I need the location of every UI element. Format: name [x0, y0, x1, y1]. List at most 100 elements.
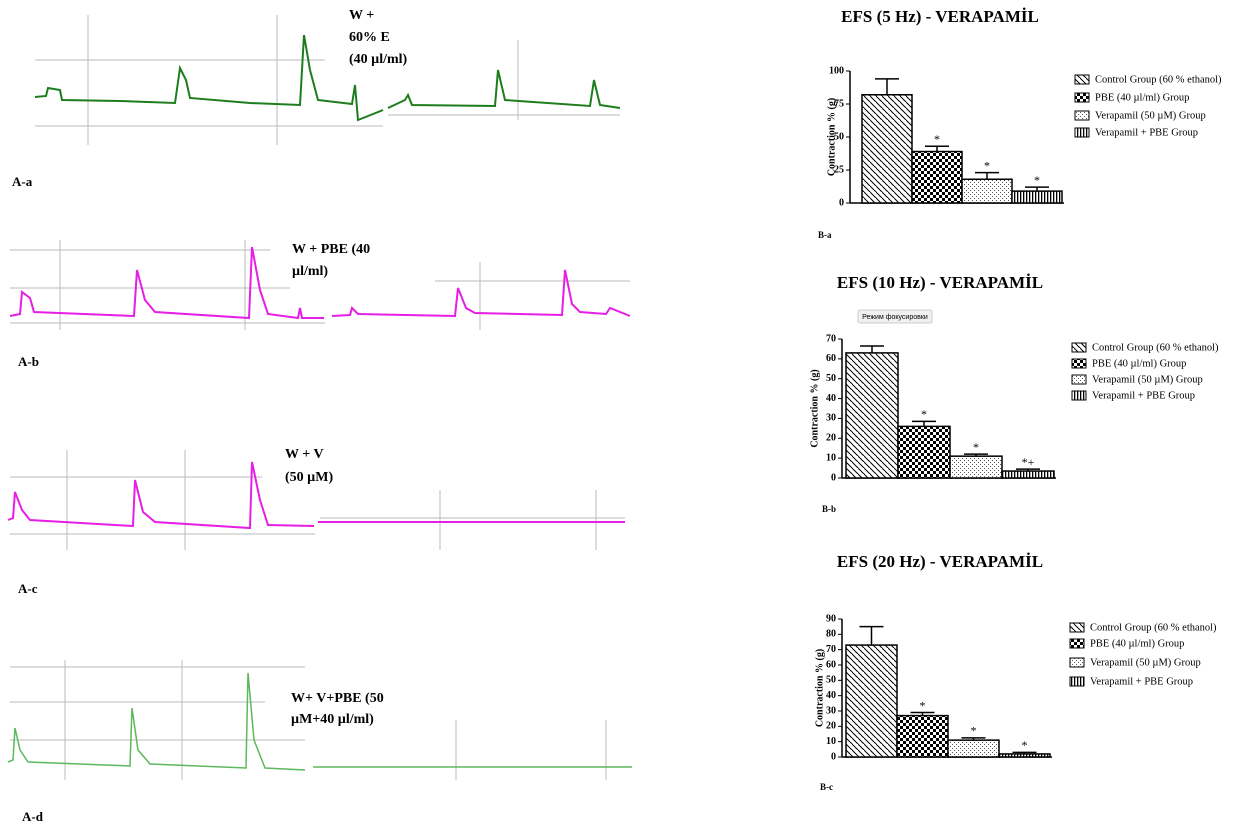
- trace-note: µM+40 µl/ml): [291, 712, 374, 727]
- figure: W + 60% E (40 µl/ml) A-a W + PBE (40 µl/…: [0, 0, 1248, 830]
- bar: [862, 95, 912, 203]
- bar: [950, 456, 1002, 478]
- y-tick-label: 10: [826, 452, 836, 463]
- y-tick-label: 80: [826, 629, 836, 640]
- y-tick-label: 60: [826, 659, 836, 670]
- legend-swatch: [1075, 93, 1089, 102]
- significance-marker: *: [1034, 173, 1040, 187]
- legend-swatch: [1070, 658, 1084, 667]
- panel-label: B-b: [822, 504, 836, 514]
- bar: [898, 426, 950, 478]
- panel-label: B-a: [818, 230, 832, 240]
- significance-marker: *: [984, 158, 990, 172]
- legend-label: Verapamil + PBE Group: [1092, 390, 1195, 401]
- y-tick-label: 50: [826, 675, 836, 686]
- trace-panels: W + 60% E (40 µl/ml) A-a W + PBE (40 µl/…: [8, 8, 632, 824]
- legend-swatch: [1075, 75, 1089, 84]
- trace: [388, 70, 620, 108]
- y-tick-label: 30: [826, 705, 836, 716]
- panel-label: A-c: [18, 581, 38, 596]
- bar: [897, 716, 948, 757]
- trace-note: W+ V+PBE (50: [291, 691, 384, 706]
- y-tick-label: 0: [839, 197, 844, 208]
- y-tick-label: 50: [834, 131, 844, 142]
- bar: [1002, 471, 1054, 478]
- error-bar: [925, 146, 949, 151]
- bar: [948, 740, 999, 757]
- trace: [8, 673, 305, 770]
- legend-label: PBE (40 µl/ml) Group: [1095, 92, 1189, 103]
- legend-swatch: [1072, 391, 1086, 400]
- significance-marker: *: [920, 698, 926, 712]
- significance-marker: *: [973, 440, 979, 454]
- legend-label: PBE (40 µl/ml) Group: [1090, 638, 1184, 649]
- trace-note: W + V: [285, 447, 324, 462]
- bar: [912, 152, 962, 203]
- chart-title: EFS (20 Hz) - VERAPAMİL: [837, 552, 1043, 571]
- y-tick-label: 0: [831, 751, 836, 762]
- legend-swatch: [1070, 677, 1084, 686]
- y-axis-label: Contraction % (g): [814, 649, 825, 727]
- legend-label: Control Group (60 % ethanol): [1092, 342, 1219, 353]
- panel-label: A-a: [12, 174, 33, 189]
- y-tick-label: 40: [826, 690, 836, 701]
- legend-swatch: [1072, 359, 1086, 368]
- y-tick-label: 75: [834, 98, 844, 109]
- y-tick-label: 70: [826, 644, 836, 655]
- legend-swatch: [1072, 343, 1086, 352]
- panel-label: A-b: [18, 354, 39, 369]
- trace: [332, 270, 630, 316]
- chart-title: EFS (5 Hz) - VERAPAMİL: [841, 7, 1039, 26]
- legend-label: Verapamil (50 µM) Group: [1090, 657, 1201, 668]
- y-tick-label: 10: [826, 736, 836, 747]
- trace-note: (50 µM): [285, 470, 333, 485]
- y-tick-label: 60: [826, 353, 836, 364]
- error-bar: [860, 627, 884, 645]
- legend-label: Verapamil (50 µM) Group: [1095, 110, 1206, 121]
- legend-label: Control Group (60 % ethanol): [1090, 622, 1217, 633]
- trace-grid: [10, 15, 630, 780]
- error-bar: [975, 173, 999, 180]
- significance-marker: *: [971, 724, 977, 738]
- panel-label: B-c: [820, 782, 833, 792]
- trace-note: 60% E: [349, 30, 390, 45]
- chart-title: EFS (10 Hz) - VERAPAMİL: [837, 273, 1043, 292]
- trace-note: (40 µl/ml): [349, 52, 408, 67]
- legend-swatch: [1070, 623, 1084, 632]
- y-axis-label: Contraction % (g): [809, 369, 820, 447]
- legend-swatch: [1070, 639, 1084, 648]
- trace: [35, 35, 383, 120]
- y-tick-label: 20: [826, 721, 836, 732]
- legend-label: Verapamil + PBE Group: [1090, 676, 1193, 687]
- legend-swatch: [1075, 128, 1089, 137]
- trace-note: µl/ml): [292, 264, 328, 279]
- legend-label: PBE (40 µl/ml) Group: [1092, 358, 1186, 369]
- y-tick-label: 90: [826, 613, 836, 624]
- bar: [999, 754, 1050, 757]
- trace-note: W + PBE (40: [292, 242, 370, 257]
- trace: [10, 247, 324, 318]
- legend-label: Control Group (60 % ethanol): [1095, 74, 1222, 85]
- legend-swatch: [1072, 375, 1086, 384]
- bar: [846, 353, 898, 478]
- error-bar: [860, 346, 884, 353]
- significance-marker: *: [1022, 738, 1028, 752]
- bar: [962, 179, 1012, 203]
- significance-marker: *: [934, 132, 940, 146]
- y-tick-label: 0: [831, 472, 836, 483]
- y-tick-label: 20: [826, 433, 836, 444]
- legend-label: Verapamil + PBE Group: [1095, 127, 1198, 138]
- panel-label: A-d: [22, 809, 44, 824]
- y-tick-label: 25: [834, 164, 844, 175]
- trace: [8, 462, 314, 528]
- trace-note: W +: [349, 8, 374, 23]
- significance-marker: *: [921, 407, 927, 421]
- legend-label: Verapamil (50 µM) Group: [1092, 374, 1203, 385]
- y-tick-label: 30: [826, 413, 836, 424]
- error-bar: [875, 79, 899, 95]
- y-tick-label: 50: [826, 373, 836, 384]
- y-tick-label: 100: [829, 65, 844, 76]
- bar: [1012, 191, 1062, 203]
- legend-swatch: [1075, 111, 1089, 120]
- bar: [846, 645, 897, 757]
